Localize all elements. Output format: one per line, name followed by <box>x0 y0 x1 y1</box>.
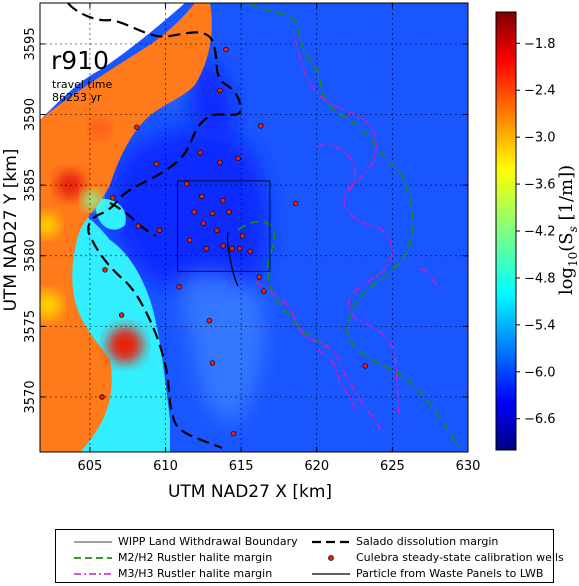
calibration-well-marker <box>236 245 243 252</box>
calibration-well-marker <box>191 209 197 215</box>
calibration-well-marker <box>226 209 232 215</box>
salado-dissolution-margin <box>67 3 242 450</box>
calibration-well-marker <box>102 267 108 273</box>
x-axis-label: UTM NAD27 X [km] <box>168 482 332 502</box>
legend-item-wipp-boundary: WIPP Land Withdrawal Boundary <box>74 535 298 548</box>
calibration-well-marker <box>223 46 229 53</box>
calibration-well-marker <box>209 360 216 366</box>
legend-label: M3/H3 Rustler halite margin <box>118 567 273 580</box>
colorbar-tick-label: −6.0 <box>524 365 556 380</box>
colorbar-tick-label: −4.8 <box>524 271 556 286</box>
contour-lines <box>67 3 461 450</box>
calibration-well-marker <box>176 284 182 290</box>
calibration-well-marker <box>206 317 213 324</box>
calibration-well-marker <box>197 149 204 156</box>
colorbar-tick-label: −5.4 <box>524 318 556 333</box>
calibration-well-marker <box>220 197 226 204</box>
legend-swatch <box>74 572 112 575</box>
particle-path <box>226 231 239 287</box>
colorbar-tick-label: −2.4 <box>524 84 556 99</box>
y-tick-label: 3580 <box>23 239 38 272</box>
calibration-well-marker <box>362 363 368 369</box>
calibration-well-marker <box>258 123 264 129</box>
calibration-well-marker <box>214 227 220 234</box>
calibration-well-marker <box>235 155 241 162</box>
calibration-well-marker <box>217 159 223 166</box>
legend: WIPP Land Withdrawal Boundary Salado dis… <box>55 529 564 583</box>
legend-item-m2-h2-margin: M2/H2 Rustler halite margin <box>74 551 272 564</box>
wipp-boundary-rect <box>177 180 271 272</box>
travel-time-value: 86253 yr <box>52 91 102 104</box>
legend-label: Particle from Waste Panels to LWB <box>356 567 544 580</box>
travel-time-label: travel time <box>52 78 112 91</box>
colorbar-label: log10(Ss [1/m]) <box>556 165 579 295</box>
calibration-well-marker <box>200 220 207 226</box>
y-tick-label: 3570 <box>23 380 38 413</box>
legend-label: WIPP Land Withdrawal Boundary <box>118 535 298 548</box>
calibration-well-marker <box>230 430 237 437</box>
heatmap-field <box>40 3 468 452</box>
calibration-well-marker <box>217 87 223 94</box>
calibration-well-marker <box>209 210 216 217</box>
x-tick-label: 630 <box>456 459 481 474</box>
calibration-well-marker <box>239 233 246 239</box>
plot-frame <box>39 2 469 453</box>
calibration-well-marker <box>247 248 253 255</box>
legend-swatch <box>74 541 112 542</box>
legend-item-salado-margin: Salado dissolution margin <box>312 535 498 548</box>
colorbar <box>495 11 517 451</box>
colorbar-tick-label: −1.8 <box>524 37 556 52</box>
y-tick-label: 3575 <box>23 310 38 343</box>
calibration-well-marker <box>229 245 235 252</box>
legend-swatch <box>74 556 112 559</box>
y-tick-label: 3590 <box>23 98 38 131</box>
calibration-well-marker <box>135 223 142 229</box>
legend-label: M2/H2 Rustler halite margin <box>118 551 273 564</box>
colorbar-tick-label: −4.2 <box>524 225 556 240</box>
m2-h2-rustler-halite-margin <box>249 3 461 449</box>
x-tick-label: 615 <box>229 459 254 474</box>
legend-label: Salado dissolution margin <box>356 535 499 548</box>
y-axis-label: UTM NAD27 Y [km] <box>1 149 21 312</box>
run-label: r910 <box>51 46 109 75</box>
legend-item-calibration-wells: Culebra steady-state calibration wells <box>312 551 564 564</box>
legend-label: Culebra steady-state calibration wells <box>356 551 564 564</box>
calibration-well-marker <box>261 288 267 294</box>
calibration-well-marker <box>118 312 125 318</box>
legend-swatch <box>328 554 334 561</box>
calibration-well-marker <box>199 193 205 200</box>
calibration-well-marker <box>109 195 116 201</box>
legend-item-m3-h3-margin: M3/H3 Rustler halite margin <box>74 567 272 580</box>
y-tick-label: 3585 <box>23 169 38 202</box>
colorbar-tick-label: −3.0 <box>524 131 556 146</box>
calibration-well-marker <box>153 161 160 167</box>
y-tick-label: 3595 <box>23 27 38 60</box>
m3-h3-rustler-halite-margin <box>294 37 401 421</box>
calibration-well-marker <box>292 200 299 207</box>
colorbar-tick-label: −6.6 <box>524 412 556 427</box>
calibration-well-marker <box>220 243 226 249</box>
axis-ticks: 605 610 615 620 625 630 3570 3575 3580 3585 3590 35… <box>23 3 480 474</box>
legend-swatch <box>312 572 350 575</box>
calibration-well-marker <box>134 124 140 130</box>
legend-item-particle-path: Particle from Waste Panels to LWB <box>312 567 543 580</box>
grid-lines <box>40 3 468 452</box>
calibration-wells <box>99 46 368 437</box>
x-tick-label: 610 <box>153 459 178 474</box>
colorbar-tick-label: −3.6 <box>524 178 556 193</box>
colorbar-ticks: −1.8 −2.4 −3.0 −3.6 −4.2 −4.8 −5.4 −6.0 −6.6 <box>516 37 556 427</box>
x-tick-label: 625 <box>380 459 405 474</box>
wipp-land-withdrawal-boundary <box>177 180 271 272</box>
calibration-well-marker <box>99 394 105 400</box>
calibration-well-marker <box>183 181 190 187</box>
calibration-well-marker <box>156 227 163 234</box>
legend-swatch <box>312 540 350 543</box>
calibration-well-marker <box>203 245 210 252</box>
calibration-well-marker <box>187 237 193 243</box>
calibration-well-marker <box>256 274 262 280</box>
x-tick-label: 620 <box>304 459 329 474</box>
x-tick-label: 605 <box>77 459 102 474</box>
